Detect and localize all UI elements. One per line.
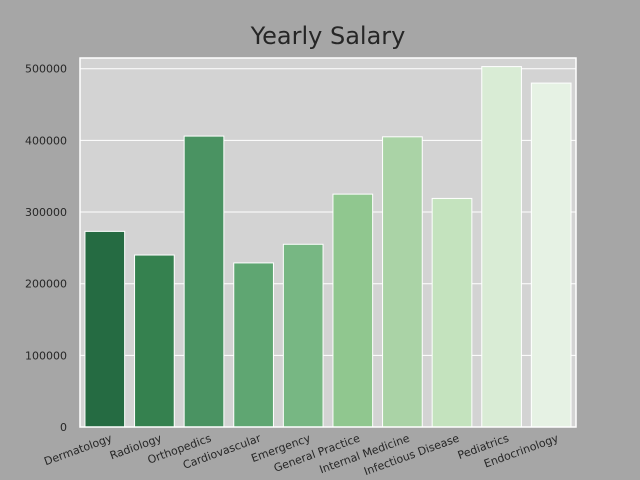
y-tick-label: 500000 — [25, 63, 67, 76]
bars — [84, 66, 572, 428]
bar-pediatrics — [481, 66, 522, 428]
bar-emergency — [282, 243, 324, 428]
bar-cardiovascular — [233, 262, 274, 428]
bar-dermatology — [84, 230, 126, 428]
y-tick-label: 0 — [60, 421, 67, 434]
y-tick-label: 100000 — [25, 349, 67, 362]
x-tick-label: Dermatology — [42, 431, 114, 468]
bar-infectious-disease — [431, 197, 473, 428]
chart-title: Yearly Salary — [250, 22, 406, 50]
y-tick-label: 200000 — [25, 278, 67, 291]
y-axis: 0 100000 200000 300000 400000 500000 — [25, 63, 67, 434]
bar-radiology — [134, 254, 175, 428]
x-axis: DermatologyRadiologyOrthopedicsCardiovas… — [42, 431, 560, 478]
y-tick-label: 400000 — [25, 134, 67, 147]
plot-frame — [79, 57, 577, 428]
bar-general-practice — [332, 193, 374, 428]
y-tick-label: 300000 — [25, 206, 67, 219]
bar-endocrinology — [530, 82, 572, 428]
bar-orthopedics — [183, 135, 225, 428]
bar-internal-medicine — [382, 136, 423, 428]
